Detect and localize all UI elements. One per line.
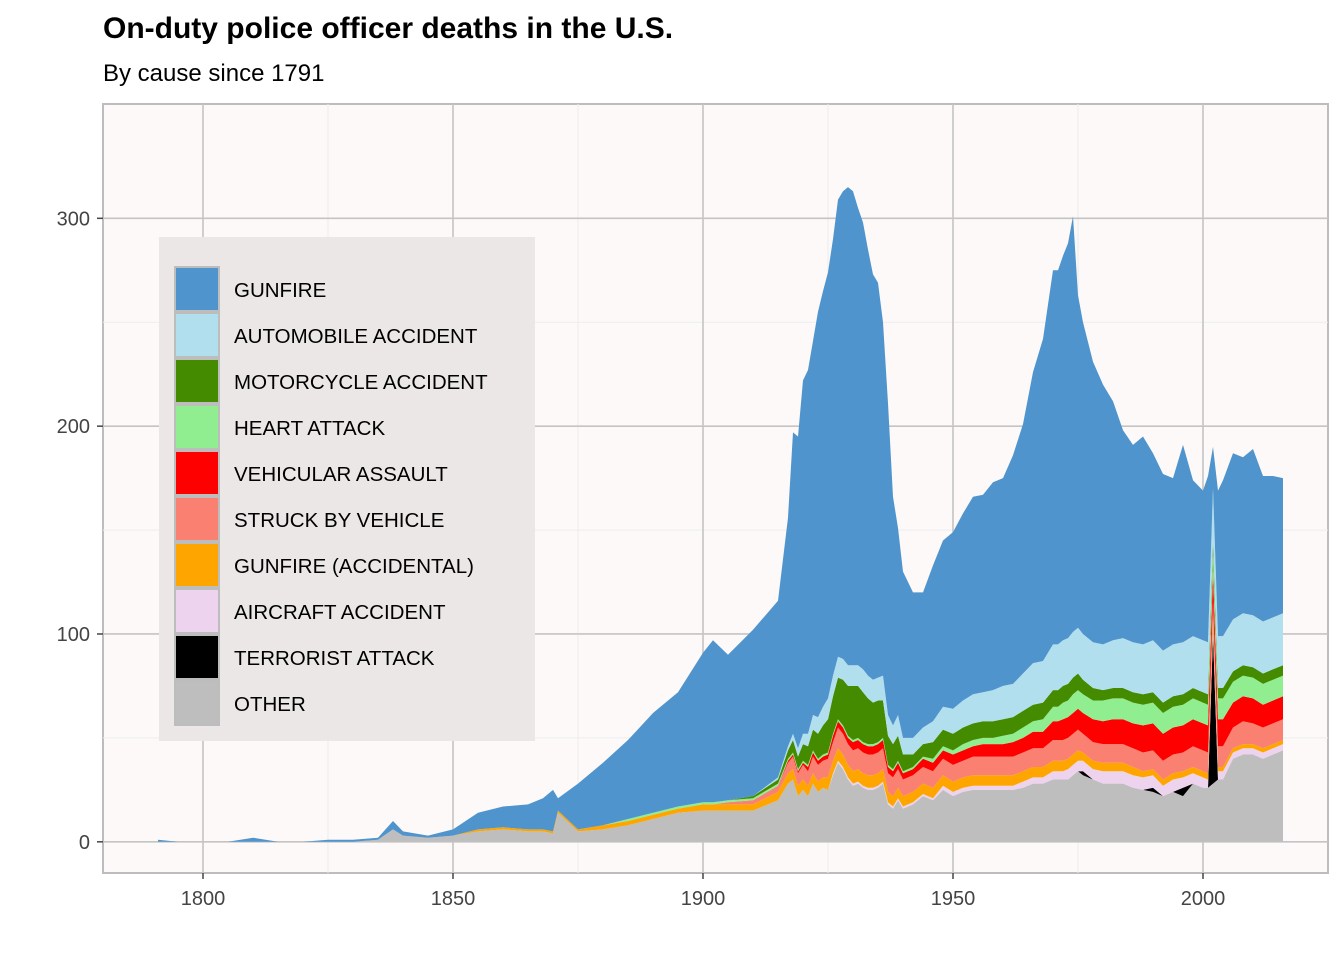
legend-swatch: [174, 312, 220, 358]
legend-swatch: [174, 450, 220, 496]
legend-swatch: [174, 634, 220, 680]
legend-label: AUTOMOBILE ACCIDENT: [234, 325, 478, 348]
area-other: [158, 750, 1283, 842]
legend-swatch: [174, 542, 220, 588]
y-axis: 0 100 200 300: [57, 208, 103, 854]
legend-box: [159, 237, 535, 741]
y-tick-label: 300: [57, 208, 90, 230]
chart-subtitle: By cause since 1791: [103, 60, 325, 87]
x-tick-label: 2000: [1181, 888, 1226, 910]
area-aircraft-accident: [158, 625, 1283, 842]
x-tick-label: 1850: [431, 888, 476, 910]
legend-label: STRUCK BY VEHICLE: [234, 509, 444, 532]
legend-swatch: [174, 404, 220, 450]
x-tick-label: 1950: [931, 888, 976, 910]
legend-swatch: [174, 266, 220, 312]
x-tick-label: 1800: [181, 888, 226, 910]
x-axis: 1800 1850 1900 1950 2000: [181, 873, 1226, 910]
legend-label: GUNFIRE (ACCIDENTAL): [234, 555, 474, 578]
legend-label: MOTORCYCLE ACCIDENT: [234, 371, 488, 394]
legend-swatch: [174, 588, 220, 634]
chart-title: On-duty police officer deaths in the U.S…: [103, 12, 674, 45]
y-tick-label: 100: [57, 624, 90, 646]
area-motorcycle-accident: [158, 540, 1283, 842]
legend-label: HEART ATTACK: [234, 417, 385, 440]
y-tick-label: 0: [79, 832, 90, 854]
y-tick-label: 200: [57, 416, 90, 438]
area-series: [158, 187, 1283, 842]
legend-swatch: [174, 358, 220, 404]
legend-swatch: [174, 680, 220, 726]
legend-swatch: [174, 496, 220, 542]
legend-label: GUNFIRE: [234, 279, 326, 302]
area-automobile-accident: [158, 488, 1283, 842]
legend-label: AIRCRAFT ACCIDENT: [234, 601, 446, 624]
legend-label: VEHICULAR ASSAULT: [234, 463, 448, 486]
x-tick-label: 1900: [681, 888, 726, 910]
legend-label: OTHER: [234, 693, 306, 716]
legend-label: TERRORIST ATTACK: [234, 647, 435, 670]
legend: GUNFIRE AUTOMOBILE ACCIDENT MOTORCYCLE ACC…: [159, 237, 535, 741]
area-gunfire: [158, 187, 1283, 842]
